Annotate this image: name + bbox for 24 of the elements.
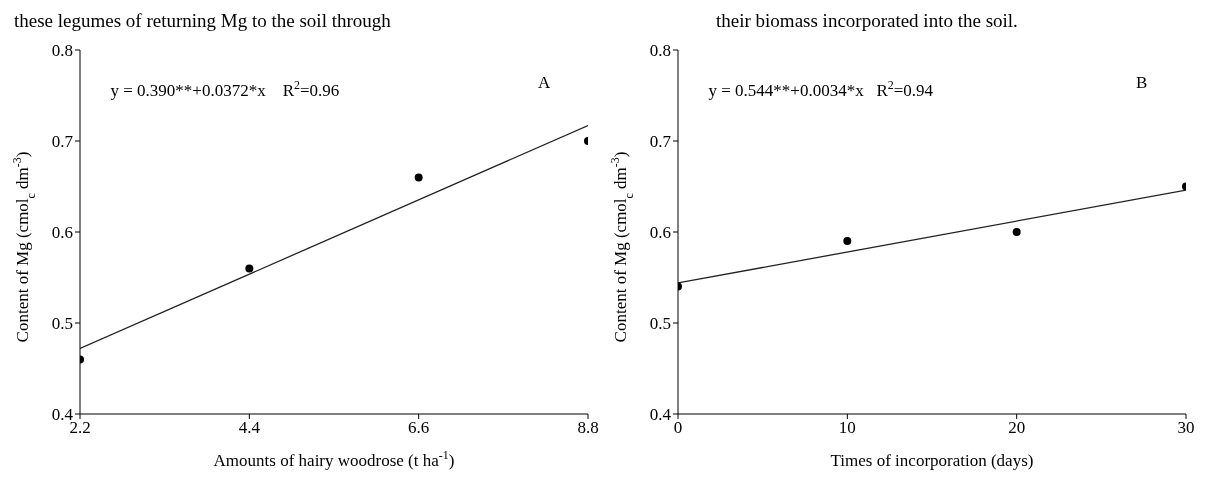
y-tick-label: 0.6: [649, 223, 671, 243]
y-tick-label: 0.6: [51, 223, 73, 243]
annotation: B: [1136, 73, 1148, 92]
x-axis-title: Times of incorporation (days): [830, 451, 1034, 470]
x-tick-label: 6.6: [408, 418, 430, 438]
x-tick-label: 20: [1008, 418, 1026, 438]
y-tick-label: 0.7: [649, 132, 672, 152]
annotation: A: [538, 73, 551, 92]
text: these legumes of returning Mg to the soil through: [13, 9, 392, 33]
annotation: y = 0.544**+0.0034*x R$^{2}$=0.94: [708, 78, 934, 100]
x-tick-label: 0: [673, 418, 683, 438]
y-tick-label: 0.5: [649, 314, 671, 334]
y-tick-label: 0.5: [51, 314, 73, 334]
y-tick-label: 0.8: [51, 41, 73, 61]
annotation: y = 0.390**+0.0372*x R$^{2}$=0.96: [110, 78, 340, 100]
y-tick-label: 0.8: [649, 41, 671, 61]
text: their biomass incorporated into the soil.: [715, 9, 1019, 33]
x-tick-label: 30: [1177, 418, 1195, 438]
x-tick-label: 8.8: [577, 418, 599, 438]
y-tick-label: 0.7: [51, 132, 74, 152]
y-tick-label: 0.4: [649, 405, 672, 425]
x-tick-label: 4.4: [238, 418, 261, 438]
x-axis-title: Amounts of hairy woodrose (t ha$^{-1}$): [213, 448, 455, 470]
x-tick-label: 10: [838, 418, 856, 438]
